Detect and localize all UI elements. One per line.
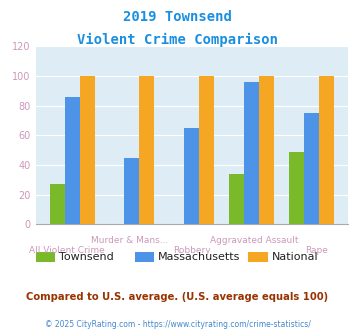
Bar <box>125 157 140 224</box>
Text: Violent Crime Comparison: Violent Crime Comparison <box>77 33 278 47</box>
Bar <box>304 113 319 224</box>
Text: Rape: Rape <box>305 246 328 255</box>
Text: Townsend: Townsend <box>59 252 113 262</box>
Text: Compared to U.S. average. (U.S. average equals 100): Compared to U.S. average. (U.S. average … <box>26 292 329 302</box>
Bar <box>259 76 274 224</box>
Bar <box>229 174 244 224</box>
Text: © 2025 CityRating.com - https://www.cityrating.com/crime-statistics/: © 2025 CityRating.com - https://www.city… <box>45 320 310 329</box>
Bar <box>319 76 334 224</box>
Text: Aggravated Assault: Aggravated Assault <box>210 236 299 245</box>
Bar <box>289 152 304 224</box>
Text: 2019 Townsend: 2019 Townsend <box>123 10 232 24</box>
Bar <box>140 76 154 224</box>
Text: Murder & Mans...: Murder & Mans... <box>91 236 168 245</box>
Text: Massachusetts: Massachusetts <box>158 252 240 262</box>
Text: Robbery: Robbery <box>173 246 211 255</box>
Bar <box>50 184 65 224</box>
Bar <box>199 76 214 224</box>
Text: All Violent Crime: All Violent Crime <box>29 246 105 255</box>
Bar <box>244 82 259 224</box>
Bar <box>184 128 199 224</box>
Text: National: National <box>272 252 318 262</box>
Bar <box>65 97 80 224</box>
Bar <box>80 76 94 224</box>
